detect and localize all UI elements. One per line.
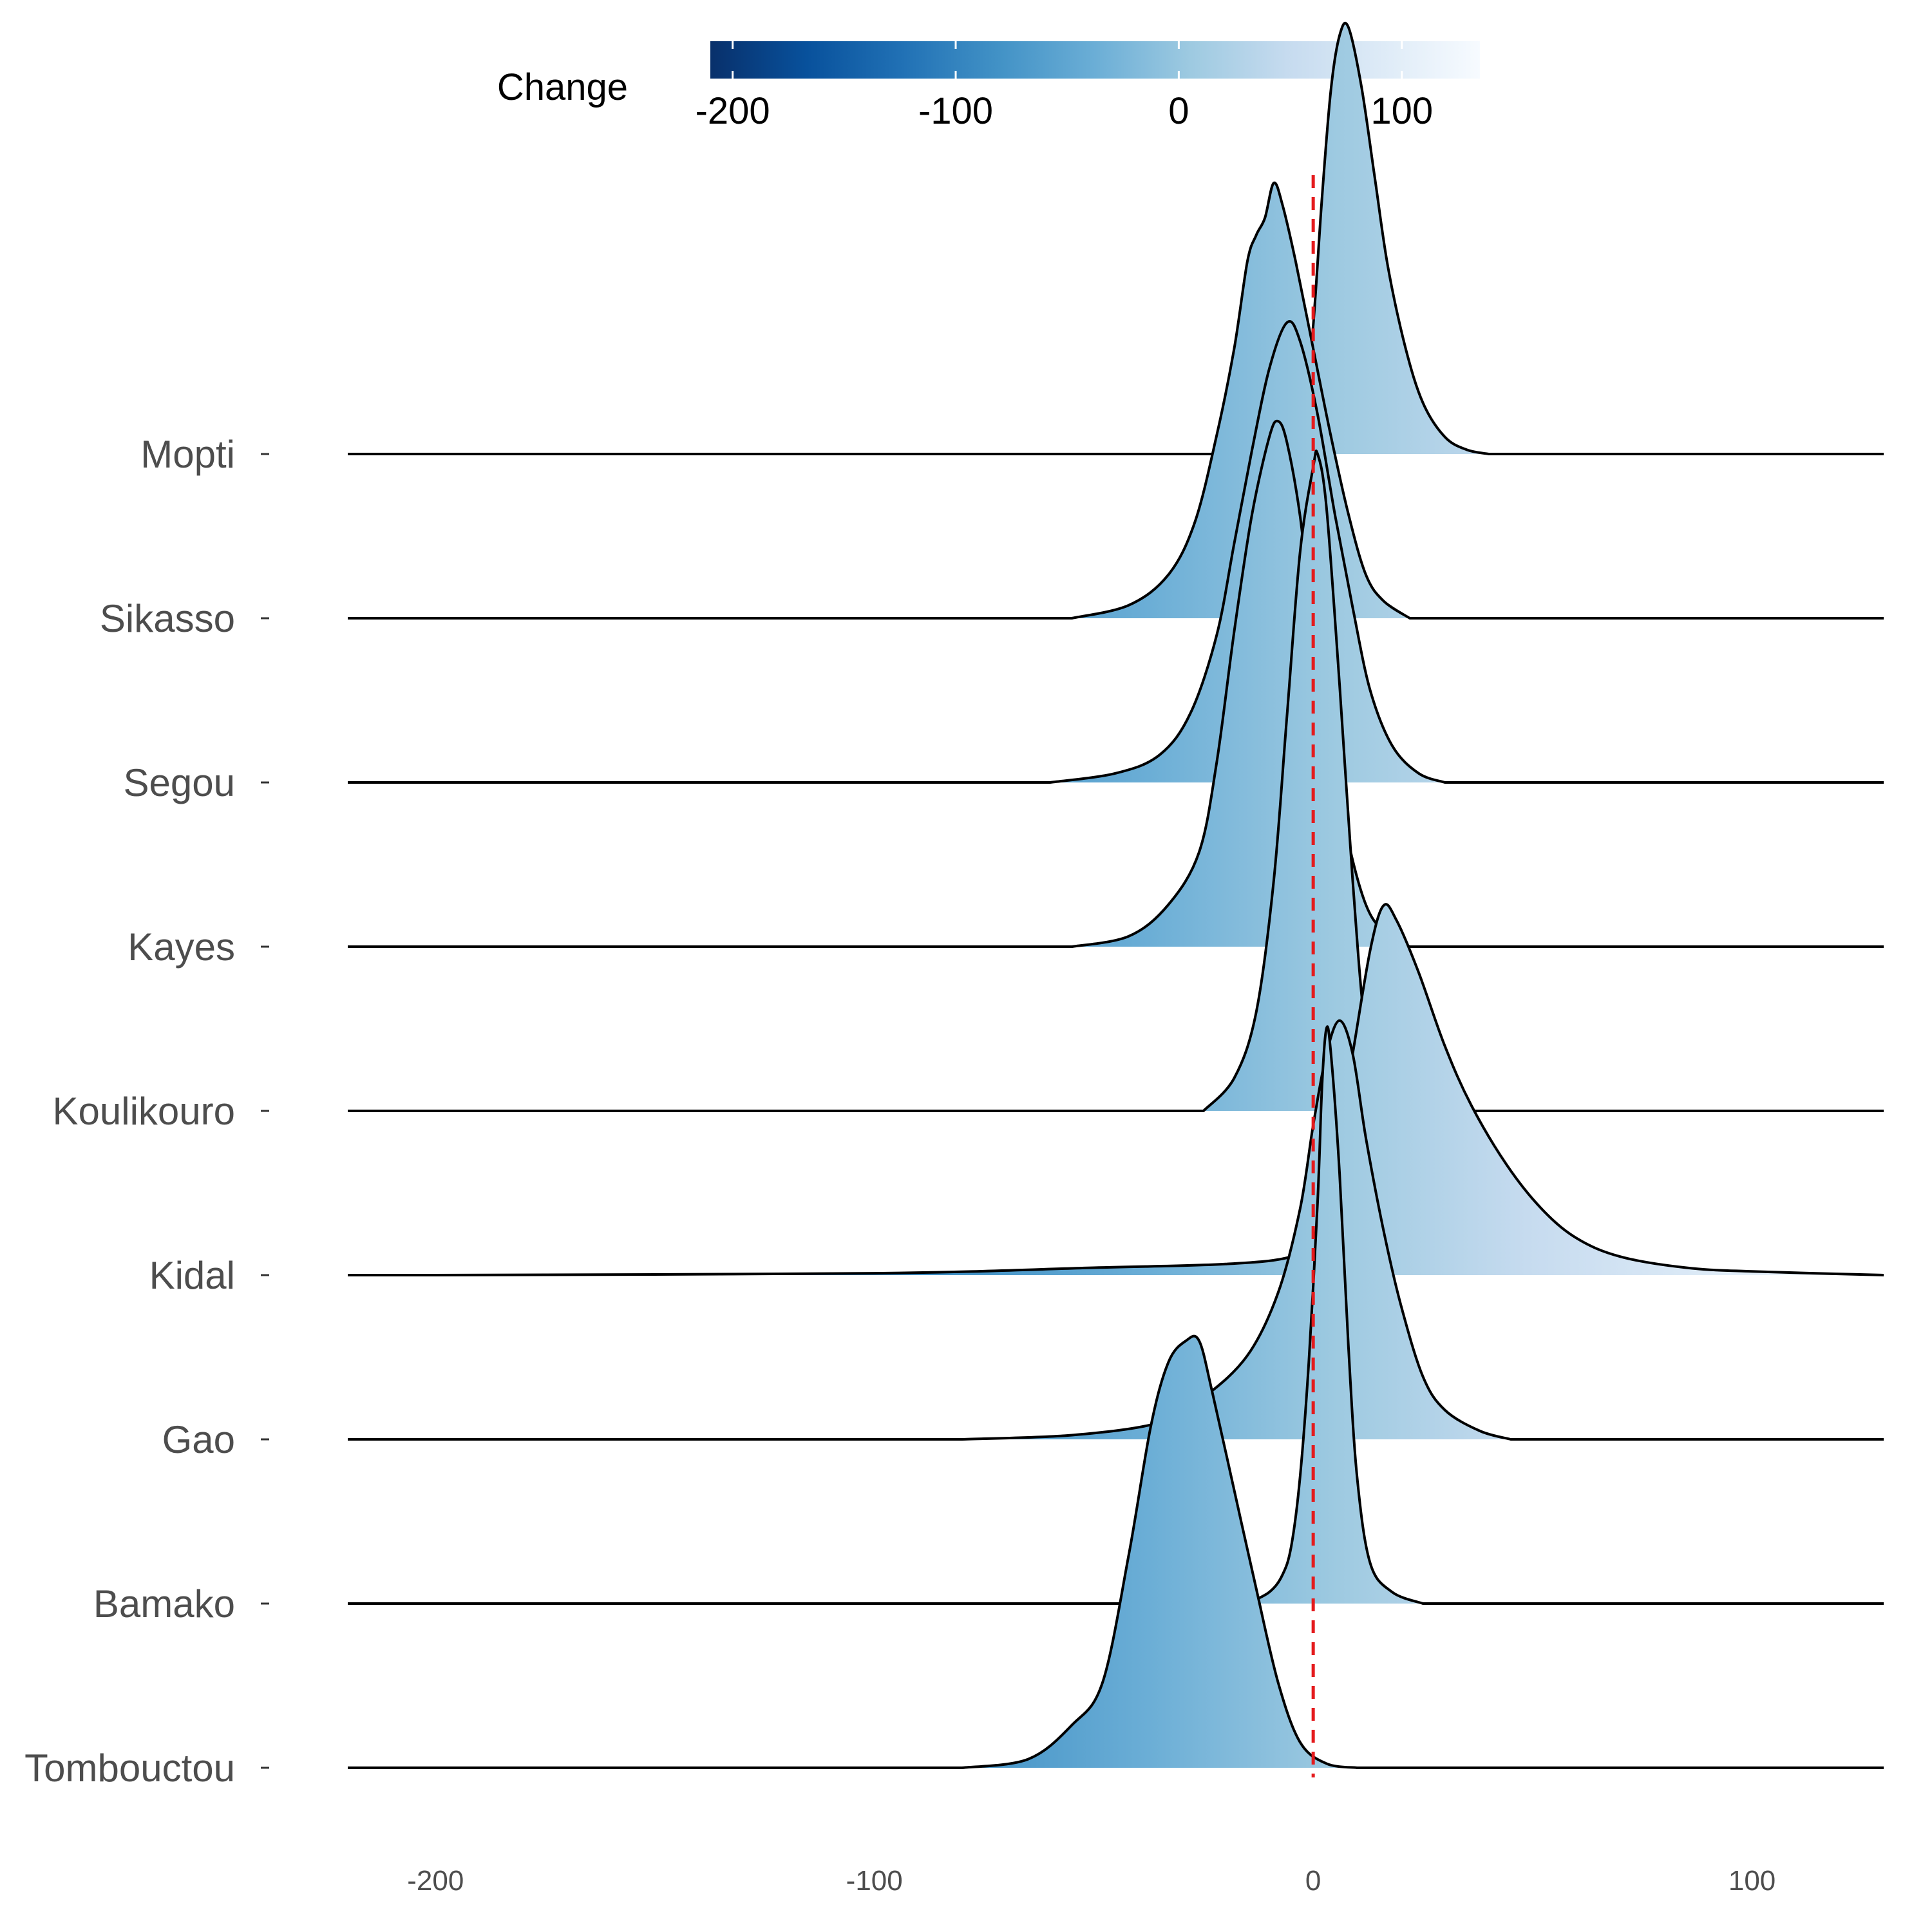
legend-tick-label: -200 bbox=[696, 90, 770, 132]
ridge-outline bbox=[348, 903, 1884, 1276]
ridge-bamako bbox=[348, 1025, 1884, 1605]
category-label: Kidal bbox=[149, 1254, 235, 1297]
category-label: Koulikouro bbox=[52, 1090, 235, 1133]
category-label: Bamako bbox=[93, 1582, 235, 1625]
ridge-area bbox=[435, 904, 1884, 1275]
ridge-tombouctou bbox=[348, 1334, 1884, 1769]
x-tick-label: 0 bbox=[1305, 1865, 1321, 1897]
ridge-outline bbox=[348, 1334, 1884, 1769]
ridge-outline bbox=[348, 1019, 1884, 1441]
ridge-outline bbox=[348, 1025, 1884, 1605]
x-tick-label: -200 bbox=[407, 1865, 464, 1897]
category-labels: Tombouctou Bamako Gao Kidal Koulikouro Kayes S… bbox=[24, 433, 269, 1790]
legend-title: Change bbox=[497, 66, 628, 108]
x-axis: -200 -100 0 100 bbox=[407, 1865, 1776, 1897]
category-label: Gao bbox=[162, 1418, 235, 1461]
ridge-gao bbox=[348, 1019, 1884, 1441]
ridge-koulikouro bbox=[348, 450, 1884, 1112]
ridge-segou bbox=[348, 320, 1884, 784]
legend-tick-label: 100 bbox=[1370, 90, 1433, 132]
ridge-area bbox=[962, 1336, 1358, 1768]
ridge-area bbox=[962, 1020, 1511, 1439]
ridge-area bbox=[1203, 451, 1401, 1111]
category-label: Sikasso bbox=[100, 597, 235, 640]
x-tick-label: -100 bbox=[846, 1865, 903, 1897]
ridge-kayes bbox=[348, 419, 1884, 948]
ridge-outline bbox=[348, 181, 1884, 620]
legend-ticks: -200 -100 0 100 bbox=[696, 41, 1433, 132]
ridge-area bbox=[1247, 23, 1489, 454]
ridge-outline bbox=[348, 419, 1884, 948]
legend-tick-label: -100 bbox=[918, 90, 993, 132]
ridges bbox=[348, 21, 1884, 1769]
legend-tick-label: 0 bbox=[1168, 90, 1189, 132]
ridge-outline bbox=[348, 450, 1884, 1112]
category-label: Segou bbox=[124, 761, 236, 804]
category-label: Tombouctou bbox=[24, 1747, 235, 1790]
ridge-sikasso bbox=[348, 181, 1884, 620]
ridge-area bbox=[1247, 1027, 1423, 1604]
legend-colorbar bbox=[710, 41, 1480, 79]
category-label: Kayes bbox=[128, 925, 235, 969]
ridge-kidal bbox=[348, 903, 1884, 1276]
ridge-outline bbox=[348, 320, 1884, 784]
x-tick-label: 100 bbox=[1728, 1865, 1776, 1897]
category-label: Mopti bbox=[140, 433, 235, 476]
